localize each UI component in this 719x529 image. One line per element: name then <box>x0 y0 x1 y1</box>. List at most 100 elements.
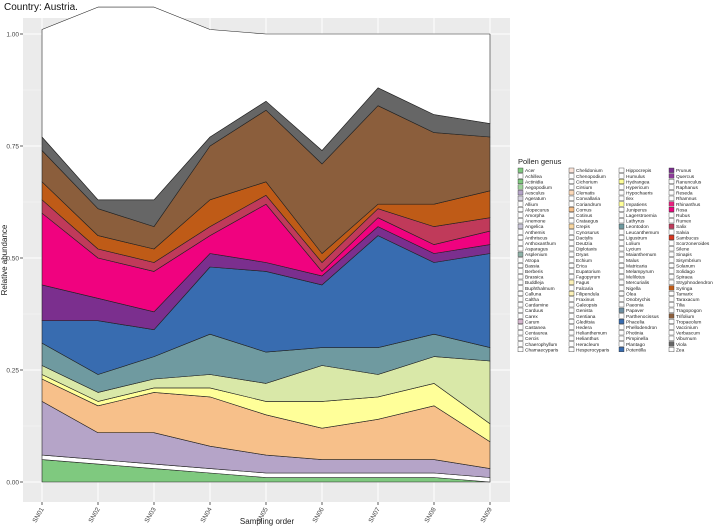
legend-label: Hesperocyparis <box>576 347 610 353</box>
legend-label: Onobrychis <box>626 297 651 303</box>
legend-label: Cardamine <box>525 303 549 309</box>
legend-label: Eupatorium <box>576 269 601 275</box>
legend-swatch <box>568 229 575 235</box>
legend-label: Anthemis <box>525 230 546 236</box>
x-tick-label: SN02 <box>88 506 102 524</box>
legend-swatch <box>668 184 675 190</box>
legend-swatch <box>517 223 524 229</box>
legend-swatch <box>517 291 524 297</box>
legend-swatch <box>618 296 625 302</box>
legend-label: Trifolium <box>676 314 694 320</box>
legend-label: Prunus <box>676 168 692 174</box>
y-tick-label: 0.25 <box>6 368 19 375</box>
legend-label: Salix <box>676 224 687 230</box>
legend-label: Rubus <box>676 213 690 219</box>
legend-swatch <box>568 263 575 269</box>
legend-label: Carex <box>525 314 538 320</box>
legend-label: Fagus <box>576 280 590 286</box>
legend-label: Spiraea <box>676 275 693 281</box>
legend-swatch <box>668 251 675 257</box>
legend-swatch <box>618 279 625 285</box>
legend-label: Solanum <box>676 263 695 269</box>
legend-swatch <box>568 319 575 325</box>
legend-label: Plantago <box>626 342 645 348</box>
legend-swatch <box>517 279 524 285</box>
legend-swatch <box>517 268 524 274</box>
legend-swatch <box>568 178 575 184</box>
legend-swatch <box>618 184 625 190</box>
legend-label: Achillea <box>525 174 542 180</box>
legend-label: Carum <box>525 319 539 325</box>
legend-swatch <box>668 234 675 240</box>
legend-label: Anemone <box>525 219 546 225</box>
legend-swatch <box>668 285 675 291</box>
legend-label: Rosa <box>676 207 688 213</box>
legend-swatch <box>618 212 625 218</box>
legend-label: Ageratum <box>525 196 546 202</box>
legend-swatch <box>517 341 524 347</box>
legend-swatch <box>618 324 625 330</box>
legend-swatch <box>517 234 524 240</box>
x-tick-label: SN03 <box>144 506 158 524</box>
legend-swatch <box>517 335 524 341</box>
legend-swatch <box>618 257 625 263</box>
legend-label: Berberis <box>525 269 543 275</box>
legend-label: Convallaria <box>576 196 600 202</box>
legend-label: Hydrangea <box>626 179 650 185</box>
legend-label: Cirsium <box>576 185 592 191</box>
legend-swatch <box>668 240 675 246</box>
legend-swatch <box>668 218 675 224</box>
legend-label: Castanea <box>525 325 546 331</box>
legend-swatch <box>668 173 675 179</box>
legend-label: Clematis <box>576 191 595 197</box>
legend-swatch <box>618 223 625 229</box>
legend-swatch <box>568 240 575 246</box>
legend-swatch <box>618 347 625 353</box>
legend-label: Olea <box>626 291 636 297</box>
legend-swatch <box>568 285 575 291</box>
y-axis: 0.00 0.25 0.50 0.75 1.00 <box>6 32 23 487</box>
legend-swatch <box>618 291 625 297</box>
legend-swatch <box>618 319 625 325</box>
legend-label: Rhinanthus <box>676 202 701 208</box>
legend-label: Ilex <box>626 196 634 202</box>
legend-swatch <box>668 167 675 173</box>
legend-swatch <box>568 313 575 319</box>
legend-swatch <box>568 251 575 257</box>
legend-swatch <box>618 268 625 274</box>
legend-label: Asparagus <box>525 247 549 253</box>
y-tick-label: 0.00 <box>6 480 19 487</box>
legend-swatch <box>568 268 575 274</box>
legend-swatch <box>618 341 625 347</box>
legend-label: Allium <box>525 202 538 208</box>
legend-label: Vaccinium <box>676 325 698 331</box>
legend-swatch <box>517 313 524 319</box>
legend-swatch <box>618 285 625 291</box>
legend-swatch <box>568 324 575 330</box>
legend-swatch <box>668 201 675 207</box>
legend-swatch <box>517 212 524 218</box>
legend-swatch <box>517 195 524 201</box>
legend-swatch <box>668 335 675 341</box>
legend-swatch <box>618 229 625 235</box>
chart-title: Country: Austria. <box>4 2 78 13</box>
legend-label: Erica <box>576 263 587 269</box>
y-tick-label: 0.75 <box>6 144 19 151</box>
legend-swatch <box>668 307 675 313</box>
legend-label: Tamarix <box>676 291 693 297</box>
legend: Pollen genus AcerAchilleaActinidiaAegopo… <box>517 157 713 353</box>
legend-swatch <box>568 302 575 308</box>
legend-swatch <box>668 319 675 325</box>
legend-swatch <box>517 251 524 257</box>
legend-label: Potentilla <box>626 347 646 353</box>
legend-label: Filipendula <box>576 291 600 297</box>
legend-label: Caltha <box>525 297 539 303</box>
legend-label: Sinapis <box>676 252 692 258</box>
legend-swatch <box>618 190 625 196</box>
x-axis-label: Sampling order <box>240 517 295 526</box>
legend-label: Amorpha <box>525 213 545 219</box>
legend-label: Cichorium <box>576 179 598 185</box>
legend-swatch <box>668 347 675 353</box>
legend-swatch <box>568 330 575 336</box>
legend-swatch <box>568 307 575 313</box>
